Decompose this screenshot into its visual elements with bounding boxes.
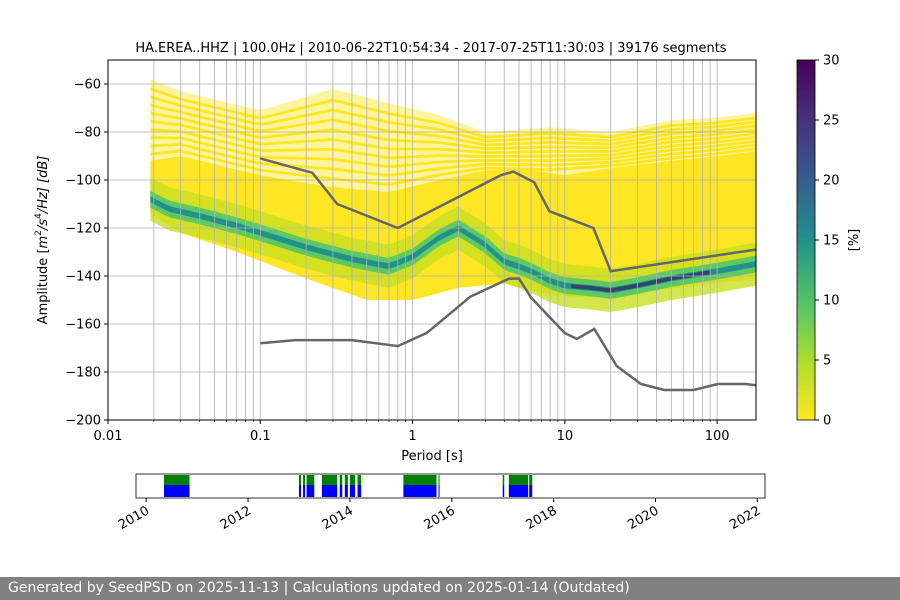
x-tick-label: 1 (408, 429, 416, 444)
x-tick-label: 100 (705, 429, 730, 444)
timeline-used-bar (339, 475, 343, 485)
x-tick-label: 0.01 (94, 429, 123, 444)
timeline-used-bar (502, 475, 505, 485)
data-availability-timeline (135, 473, 766, 499)
timeline-available-bar (529, 485, 533, 497)
x-axis-label: Period [s] (401, 449, 463, 464)
timeline-used-bar (164, 475, 190, 485)
timeline-available-bar (349, 485, 356, 497)
colorbar (796, 59, 816, 421)
timeline-used-bar (403, 475, 437, 485)
sparse-streak (150, 87, 756, 139)
timeline-used-bar (529, 475, 533, 485)
timeline-used-bar (508, 475, 529, 485)
timeline-available-bar (339, 485, 343, 497)
y-axis-ticks: −60 −80 −100 −120 −140 −160 −180 −200 (65, 78, 108, 429)
timeline-available-bar (357, 485, 362, 497)
sparse-streak (150, 103, 756, 147)
timeline-available-bar (403, 485, 437, 497)
timeline-tick-label: 2010 (116, 503, 152, 533)
timeline-available-bar (303, 485, 306, 497)
colorbar-tick-label: 0 (823, 414, 831, 429)
y-tick-label: −180 (65, 366, 101, 381)
colorbar-tick-label: 10 (823, 294, 840, 309)
timeline-ticks: 2010 2012 2014 2016 2018 2020 2022 (116, 498, 763, 533)
sparse-psd-band (150, 79, 756, 192)
timeline-used-bar (306, 475, 315, 485)
x-tick-label: 0.1 (250, 429, 271, 444)
timeline-used-bar (298, 475, 302, 485)
x-tick-label: 10 (557, 429, 574, 444)
footer-status: Generated by SeedPSD on 2025-11-13 | Cal… (0, 577, 900, 600)
timeline-available-bar (508, 485, 529, 497)
timeline-used-bar (303, 475, 306, 485)
timeline-available-bar (502, 485, 505, 497)
sparse-streak (150, 136, 756, 168)
timeline-tick-label: 2020 (625, 503, 661, 533)
y-tick-label: −100 (65, 174, 101, 189)
psd-figure: HA.EREA..HHZ | 100.0Hz | 2010-06-22T10:5… (34, 41, 862, 533)
colorbar-tick-label: 25 (823, 114, 840, 129)
timeline-tick-label: 2014 (320, 503, 356, 533)
mode-halo (150, 177, 756, 312)
y-tick-label: −200 (65, 414, 101, 429)
timeline-tick-label: 2018 (523, 503, 559, 533)
x-axis-ticks: 0.01 0.1 1 10 100 (94, 420, 730, 444)
timeline-tick-label: 2022 (727, 503, 763, 533)
timeline-used-bar (357, 475, 362, 485)
timeline-bars (164, 475, 533, 497)
y-axis-label: Amplitude [m2/s4/Hz] [dB] (34, 156, 51, 325)
timeline-tick-label: 2016 (422, 503, 458, 533)
colorbar-tick-label: 20 (823, 174, 840, 189)
y-tick-label: −140 (65, 270, 101, 285)
nlnm-line (260, 277, 756, 392)
x-gridlines (108, 60, 756, 420)
colorbar-tick-label: 30 (823, 54, 840, 69)
plot-area (108, 60, 756, 420)
colorbar-tick-label: 15 (823, 234, 840, 249)
timeline-used-bar (438, 475, 440, 485)
timeline-available-bar (164, 485, 190, 497)
y-tick-label: −80 (74, 126, 101, 141)
y-tick-label: −160 (65, 318, 101, 333)
timeline-used-bar (321, 475, 338, 485)
timeline-available-bar (298, 485, 302, 497)
sparse-streak (150, 147, 756, 186)
sparse-streak (150, 143, 756, 177)
timeline-available-bar (344, 485, 348, 497)
noise-models (259, 157, 756, 392)
colorbar-label: [%] (847, 229, 862, 252)
colorbar-ticks: 0 5 10 15 20 25 30 (815, 54, 840, 429)
timeline-available-bar (306, 485, 315, 497)
y-tick-label: −60 (74, 78, 101, 93)
y-tick-label: −120 (65, 222, 101, 237)
chart-title: HA.EREA..HHZ | 100.0Hz | 2010-06-22T10:5… (135, 41, 726, 56)
timeline-available-bar (438, 485, 440, 497)
timeline-used-bar (349, 475, 356, 485)
timeline-tick-label: 2012 (218, 503, 254, 533)
nhnm-line (259, 157, 756, 273)
timeline-available-bar (321, 485, 338, 497)
sparse-streak (150, 95, 756, 143)
colorbar-tick-label: 5 (823, 354, 831, 369)
plot-frame (107, 59, 757, 421)
timeline-used-bar (344, 475, 348, 485)
